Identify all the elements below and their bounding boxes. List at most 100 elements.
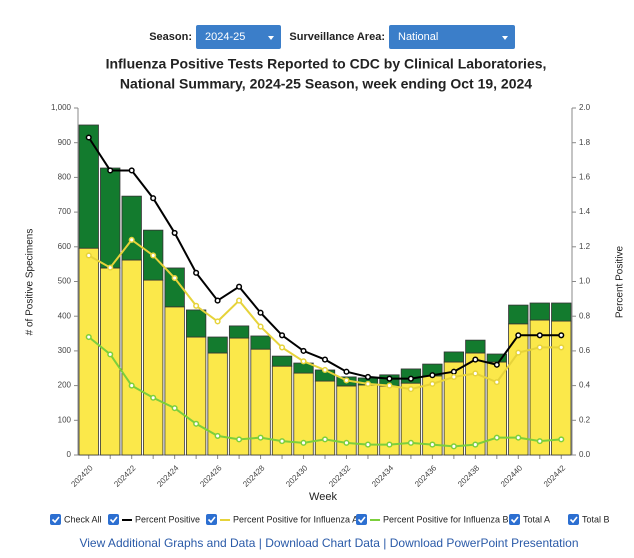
line-point (493, 379, 500, 386)
line-point (450, 373, 457, 380)
checkmark (357, 516, 366, 524)
bar (78, 247, 99, 456)
link[interactable]: Download PowerPoint Presentation (390, 536, 579, 550)
bar (100, 267, 121, 456)
bar (185, 336, 207, 456)
bar (314, 380, 336, 456)
checkbox[interactable] (50, 514, 61, 525)
x-tick-label: 202430 (284, 463, 310, 489)
legend-label[interactable]: Total A (523, 514, 550, 524)
line-point (343, 377, 350, 384)
line-point (386, 441, 393, 448)
line-point (300, 358, 307, 365)
line-point (193, 302, 200, 309)
line-point (150, 252, 157, 259)
y-tick-label: 600 (58, 242, 72, 251)
y2-tick-label: 0.2 (579, 415, 591, 424)
x-tick-label: 202438 (456, 463, 482, 489)
y2-tick-label: 1.4 (579, 207, 591, 216)
line-point (472, 370, 479, 377)
checkmark (510, 516, 519, 524)
line-point (278, 344, 286, 351)
line-point (214, 297, 221, 304)
line-point (472, 441, 479, 448)
area-value[interactable]: National (398, 31, 438, 43)
line-point (85, 333, 92, 341)
chart-title: National Summary, 2024-25 Season, week e… (120, 76, 532, 92)
bar (551, 320, 572, 456)
line-point (407, 375, 414, 382)
line-point (257, 323, 264, 330)
y2-tick-label: 0.6 (579, 346, 591, 355)
season-value[interactable]: 2024-25 (205, 31, 245, 43)
line-point (128, 236, 135, 243)
line-point (257, 434, 264, 441)
checkbox[interactable] (509, 514, 520, 525)
checkmark (207, 516, 216, 524)
checkmark (569, 516, 578, 524)
checkmark (51, 516, 60, 524)
line-point (343, 439, 350, 446)
bar (121, 259, 142, 456)
x-tick-label: 202426 (198, 463, 224, 489)
line-point (386, 382, 393, 389)
legend-label[interactable]: Percent Positive for Influenza A (233, 514, 358, 524)
bar (271, 355, 293, 367)
checkbox[interactable] (568, 514, 579, 525)
season-dropdown[interactable] (196, 25, 281, 49)
line-point (150, 195, 157, 202)
line-point (558, 332, 565, 339)
y2-tick-label: 0.4 (579, 381, 591, 390)
bar (228, 325, 250, 339)
y-tick-label: 800 (58, 173, 72, 182)
legend-label[interactable]: Total B (582, 514, 610, 524)
line-point (364, 373, 372, 380)
y-tick-label: 100 (58, 415, 72, 424)
bar (100, 167, 121, 269)
season-label: Season: (149, 31, 192, 43)
bar (207, 336, 228, 354)
line-point (321, 356, 329, 363)
line-point (450, 443, 457, 450)
area-dropdown[interactable] (389, 25, 515, 49)
bar (486, 361, 507, 456)
line-point (107, 351, 114, 358)
link[interactable]: Download Chart Data (265, 536, 380, 550)
checkbox[interactable] (108, 514, 119, 525)
line-point (236, 436, 243, 443)
bar (78, 124, 99, 249)
link[interactable]: View Additional Graphs and Data (79, 536, 255, 550)
legend-label[interactable]: Percent Positive for Influenza B (383, 514, 509, 524)
line-point (278, 438, 286, 445)
bar (529, 302, 550, 321)
line-point (493, 434, 500, 441)
links: View Additional Graphs and Data | Downlo… (79, 536, 578, 550)
checkbox[interactable] (206, 514, 217, 525)
line-point (257, 309, 264, 316)
line-point (450, 368, 457, 375)
x-tick-label: 202432 (327, 463, 353, 489)
x-tick-label: 202442 (542, 463, 568, 489)
line-point (300, 439, 307, 446)
line-point (364, 380, 372, 387)
dropdown-arrow (502, 36, 508, 40)
y-tick-label: 400 (58, 311, 72, 320)
line-point (107, 264, 114, 271)
y2-tick-label: 1.8 (579, 138, 591, 147)
line-point (236, 297, 243, 304)
y-tick-label: 900 (58, 138, 72, 147)
x-tick-label: 202434 (370, 463, 396, 489)
checkbox[interactable] (356, 514, 367, 525)
bar (164, 267, 185, 308)
line-point (515, 332, 522, 339)
legend-label[interactable]: Percent Positive (135, 514, 200, 524)
line-point (472, 356, 479, 363)
x-tick-label: 202422 (112, 463, 138, 489)
line-point (214, 318, 221, 325)
line-point (128, 167, 135, 174)
legend-label[interactable]: Check All (64, 514, 102, 524)
bar (465, 339, 486, 354)
line-point (193, 269, 200, 276)
y-tick-label: 1,000 (51, 103, 72, 112)
x-tick-label: 202436 (413, 463, 439, 489)
